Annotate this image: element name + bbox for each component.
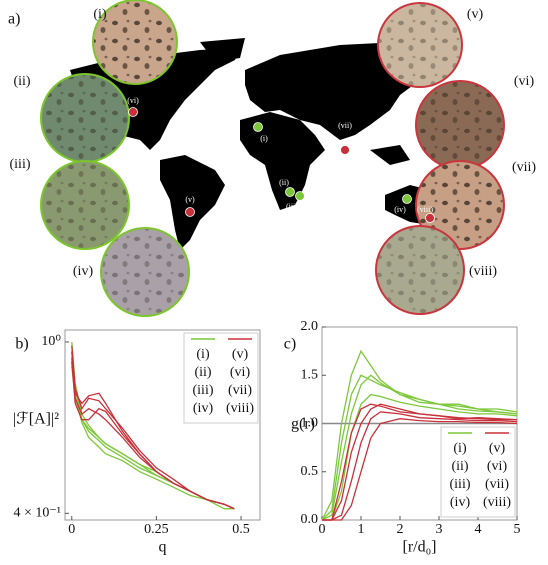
x-tick-label: 0.25 [144,522,169,537]
y-tick-label: 0.5 [301,464,319,479]
series-line [321,374,518,521]
legend-box [183,332,259,424]
panel-label: b) [15,336,28,353]
inset-label: (viii) [469,264,497,279]
insets [40,0,505,317]
x-tick-label: 3 [436,522,443,537]
marker-label: (viii) [417,205,433,214]
x-tick-label: 0.5 [232,522,250,537]
legend-label: (ii) [451,459,468,474]
x-tick-label: 2 [397,522,404,537]
inset-label: (iv) [73,264,94,279]
panel-label: a) [8,11,20,28]
x-tick-label: 5 [514,522,521,537]
marker-label: (i) [260,134,268,143]
plot-frame [64,329,261,521]
marker-label: (ii) [279,178,289,187]
legend-label: (vi) [487,459,508,474]
legend-box [440,426,516,518]
series-line [71,361,235,510]
inset-label: (v) [467,7,484,22]
y-tick-label: 2.0 [301,319,319,334]
x-axis-label: [r/d₀] [402,539,436,556]
y-tick-label: 10⁰ [41,334,61,349]
series-line [322,403,517,521]
inset-label: (vi) [514,74,535,89]
marker-label: (iii) [286,202,298,211]
x-tick-label: 1 [358,522,365,537]
y-tick-label: 0.0 [301,512,319,527]
y-tick-label: 1.0 [301,416,319,431]
legend-label: (ii) [194,365,211,380]
y-tick-label: 1.5 [301,367,319,382]
marker-label: (vi) [127,96,139,105]
inset-label: (ii) [13,74,30,89]
legend-label: (vii) [485,477,509,492]
x-axis-label: q [159,539,167,556]
x-tick-label: 4 [475,522,482,537]
marker-label: (v) [185,195,195,204]
legend-label: (iii) [450,477,471,492]
y-axis-label: g(r) [291,416,315,433]
x-tick-label: 0 [319,522,326,537]
legend-label: (vii) [228,383,252,398]
legend-label: (i) [196,347,210,362]
inset-label: (vii) [512,160,536,175]
marker-label: (iv) [394,205,406,214]
series-line [322,411,518,521]
panel-label: c) [284,336,296,353]
series-line [322,403,518,521]
legend-label: (vi) [230,365,251,380]
marker-label: (vii) [338,121,352,130]
series-line [322,418,518,521]
legend-label: (viii) [483,495,511,510]
inset-label: (iii) [10,157,31,172]
legend-label: (iv) [450,495,471,510]
map-markers [128,107,435,223]
y-tick-label: 4 × 10⁻¹ [14,506,61,521]
legend-label: (iv) [193,401,214,416]
legend-label: (v) [489,441,506,456]
series-line [322,393,518,521]
x-tick-label: 0 [68,522,75,537]
legend-label: (i) [453,441,467,456]
legend-label: (iii) [193,383,214,398]
legend-label: (v) [232,347,249,362]
legend-label: (viii) [226,401,254,416]
inset-label: (i) [93,7,107,22]
y-axis-label: |ℱ[A]|² [13,411,59,428]
